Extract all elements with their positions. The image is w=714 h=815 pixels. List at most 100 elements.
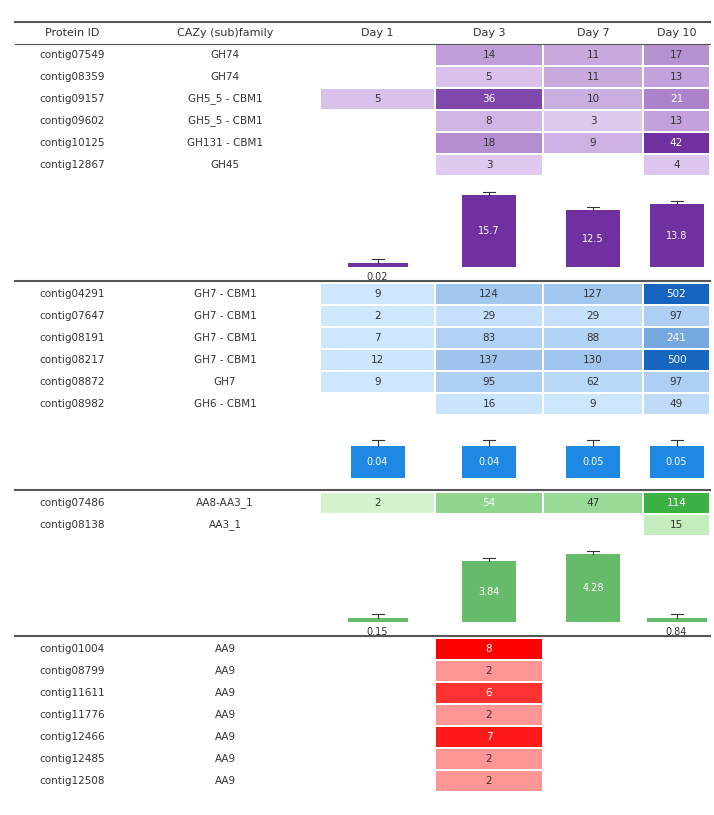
FancyBboxPatch shape xyxy=(436,111,542,131)
Text: 97: 97 xyxy=(670,311,683,321)
FancyBboxPatch shape xyxy=(644,515,709,535)
FancyBboxPatch shape xyxy=(348,263,408,267)
Text: AA8-AA3_1: AA8-AA3_1 xyxy=(196,497,253,509)
FancyBboxPatch shape xyxy=(650,204,703,267)
Text: 83: 83 xyxy=(483,333,496,343)
Text: 10: 10 xyxy=(586,94,600,104)
FancyBboxPatch shape xyxy=(544,45,642,65)
Text: GH6 - CBM1: GH6 - CBM1 xyxy=(193,399,256,409)
FancyBboxPatch shape xyxy=(644,45,709,65)
Text: 13: 13 xyxy=(670,72,683,82)
Text: AA9: AA9 xyxy=(214,644,236,654)
Text: AA9: AA9 xyxy=(214,688,236,698)
FancyBboxPatch shape xyxy=(650,446,703,478)
Text: GH74: GH74 xyxy=(211,72,240,82)
Text: contig12508: contig12508 xyxy=(40,776,105,786)
Text: 137: 137 xyxy=(479,355,499,365)
Text: 14: 14 xyxy=(483,50,496,60)
Text: 12: 12 xyxy=(371,355,384,365)
FancyBboxPatch shape xyxy=(436,45,542,65)
Text: 502: 502 xyxy=(667,289,686,299)
Text: 2: 2 xyxy=(486,776,493,786)
Text: 8: 8 xyxy=(486,644,493,654)
FancyBboxPatch shape xyxy=(321,328,434,348)
Text: contig09602: contig09602 xyxy=(40,116,105,126)
FancyBboxPatch shape xyxy=(644,328,709,348)
FancyBboxPatch shape xyxy=(321,89,434,109)
FancyBboxPatch shape xyxy=(436,661,542,681)
FancyBboxPatch shape xyxy=(544,306,642,326)
FancyBboxPatch shape xyxy=(436,639,542,659)
FancyBboxPatch shape xyxy=(566,446,620,478)
Text: 4: 4 xyxy=(673,160,680,170)
Text: 18: 18 xyxy=(483,138,496,148)
FancyBboxPatch shape xyxy=(544,493,642,513)
Text: contig11611: contig11611 xyxy=(40,688,105,698)
FancyBboxPatch shape xyxy=(321,350,434,370)
FancyBboxPatch shape xyxy=(436,67,542,87)
Text: AA9: AA9 xyxy=(214,732,236,742)
FancyBboxPatch shape xyxy=(566,210,620,267)
Text: 42: 42 xyxy=(670,138,683,148)
Text: contig04291: contig04291 xyxy=(40,289,105,299)
FancyBboxPatch shape xyxy=(436,89,542,109)
FancyBboxPatch shape xyxy=(321,306,434,326)
FancyBboxPatch shape xyxy=(436,155,542,175)
Text: GH74: GH74 xyxy=(211,50,240,60)
Text: 9: 9 xyxy=(590,138,596,148)
FancyBboxPatch shape xyxy=(544,67,642,87)
Text: contig08982: contig08982 xyxy=(40,399,105,409)
FancyBboxPatch shape xyxy=(436,749,542,769)
Text: 3.84: 3.84 xyxy=(478,587,500,597)
FancyBboxPatch shape xyxy=(544,350,642,370)
Text: AA9: AA9 xyxy=(214,754,236,764)
Text: 88: 88 xyxy=(586,333,600,343)
Text: 13.8: 13.8 xyxy=(666,231,687,241)
Text: 9: 9 xyxy=(374,377,381,387)
Text: 0.05: 0.05 xyxy=(665,457,688,467)
FancyBboxPatch shape xyxy=(436,306,542,326)
FancyBboxPatch shape xyxy=(644,284,709,304)
FancyBboxPatch shape xyxy=(436,705,542,725)
Text: 6: 6 xyxy=(486,688,493,698)
Text: 8: 8 xyxy=(486,116,493,126)
Text: contig08359: contig08359 xyxy=(40,72,105,82)
Text: 29: 29 xyxy=(586,311,600,321)
Text: GH7 - CBM1: GH7 - CBM1 xyxy=(193,311,256,321)
Text: contig01004: contig01004 xyxy=(40,644,105,654)
Text: contig07549: contig07549 xyxy=(40,50,105,60)
Text: 0.04: 0.04 xyxy=(478,457,500,467)
Text: 3: 3 xyxy=(486,160,493,170)
Text: 21: 21 xyxy=(670,94,683,104)
Text: GH7 - CBM1: GH7 - CBM1 xyxy=(193,333,256,343)
Text: 15.7: 15.7 xyxy=(478,226,500,236)
Text: contig10125: contig10125 xyxy=(40,138,105,148)
Text: 12.5: 12.5 xyxy=(582,234,604,244)
Text: 2: 2 xyxy=(486,754,493,764)
Text: 62: 62 xyxy=(586,377,600,387)
Text: contig08217: contig08217 xyxy=(40,355,105,365)
FancyBboxPatch shape xyxy=(436,284,542,304)
Text: 11: 11 xyxy=(586,50,600,60)
Text: GH5_5 - CBM1: GH5_5 - CBM1 xyxy=(188,116,262,126)
Text: 2: 2 xyxy=(486,666,493,676)
Text: 97: 97 xyxy=(670,377,683,387)
Text: 0.02: 0.02 xyxy=(367,272,388,282)
Text: AA3_1: AA3_1 xyxy=(208,519,241,531)
FancyBboxPatch shape xyxy=(544,372,642,392)
FancyBboxPatch shape xyxy=(646,618,706,622)
FancyBboxPatch shape xyxy=(436,683,542,703)
FancyBboxPatch shape xyxy=(436,328,542,348)
Text: GH45: GH45 xyxy=(211,160,240,170)
Text: 9: 9 xyxy=(374,289,381,299)
FancyBboxPatch shape xyxy=(462,195,516,267)
FancyBboxPatch shape xyxy=(644,350,709,370)
Text: 7: 7 xyxy=(486,732,493,742)
Text: 5: 5 xyxy=(486,72,493,82)
FancyBboxPatch shape xyxy=(544,89,642,109)
FancyBboxPatch shape xyxy=(436,771,542,791)
Text: 2: 2 xyxy=(374,311,381,321)
FancyBboxPatch shape xyxy=(544,133,642,153)
Text: GH131 - CBM1: GH131 - CBM1 xyxy=(187,138,263,148)
Text: Day 10: Day 10 xyxy=(657,28,696,38)
